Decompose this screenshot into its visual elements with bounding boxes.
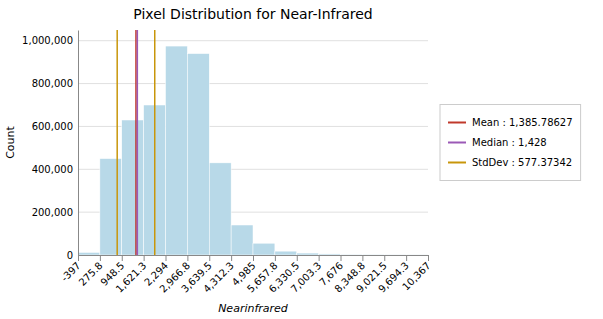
x-axis-title: Nearinfrared xyxy=(218,302,289,315)
x-tick-label: 10,367 xyxy=(400,260,433,293)
y-tick-label: 800,000 xyxy=(32,78,73,89)
y-tick: 400,000 xyxy=(32,164,78,175)
histogram-bar xyxy=(275,251,297,255)
x-axis: -397275.8948.51,621.32,2942,966.83,639.5… xyxy=(59,255,433,295)
x-tick-mark xyxy=(253,255,254,261)
legend-frame xyxy=(440,105,581,181)
grid-line xyxy=(78,40,428,41)
x-tick: 10,367 xyxy=(400,255,433,292)
histogram-bar xyxy=(406,254,428,255)
histogram-bar xyxy=(297,253,319,255)
histogram-bar xyxy=(209,163,231,255)
y-tick-label: 400,000 xyxy=(32,164,73,175)
x-tick-mark xyxy=(297,255,298,261)
y-tick: 600,000 xyxy=(32,121,78,132)
plot-area: -397275.8948.51,621.32,2942,966.83,639.5… xyxy=(4,30,433,315)
reference-line xyxy=(154,30,156,255)
histogram-bar xyxy=(122,120,144,255)
histogram-bar xyxy=(231,225,253,255)
x-tick-mark xyxy=(341,255,342,261)
histogram-bar xyxy=(100,159,122,255)
y-axis: 0 200,000 400,000 600,000 800,000 1,000,000 xyxy=(22,31,78,261)
legend-label: Median : 1,428 xyxy=(472,137,547,148)
x-tick-mark xyxy=(428,255,429,261)
x-tick-mark xyxy=(100,255,101,261)
y-tick-label: 0 xyxy=(67,250,73,261)
x-tick: 4,312.3 xyxy=(201,255,236,295)
grid xyxy=(78,41,428,255)
x-tick: 1,621.3 xyxy=(114,255,149,295)
y-tick: 0 xyxy=(67,250,78,261)
legend-label: Mean : 1,385.78627 xyxy=(472,117,573,128)
chart: -397275.8948.51,621.32,2942,966.83,639.5… xyxy=(0,0,603,319)
histogram-bar xyxy=(166,46,188,255)
marks xyxy=(78,30,428,255)
x-tick-mark xyxy=(384,255,385,261)
x-tick-label: 7,003.3 xyxy=(289,260,324,295)
y-tick: 800,000 xyxy=(32,78,78,89)
x-tick-mark xyxy=(275,255,276,261)
y-tick: 1,000,000 xyxy=(22,35,78,46)
histogram-bar xyxy=(384,254,406,255)
x-tick-mark xyxy=(362,255,363,261)
histogram-bar xyxy=(341,254,363,255)
legend-swatch xyxy=(448,142,466,144)
x-tick-mark xyxy=(209,255,210,261)
y-axis-title: Count xyxy=(4,125,17,158)
reference-line xyxy=(135,30,137,255)
x-tick-mark xyxy=(187,255,188,261)
histogram-bar xyxy=(187,54,209,255)
x-tick-label: 275.8 xyxy=(77,260,105,288)
histogram-bar xyxy=(362,254,384,255)
reference-line xyxy=(116,30,118,255)
x-tick-mark xyxy=(122,255,123,261)
legend-label: StdDev : 577.37342 xyxy=(472,157,572,168)
histogram-bar xyxy=(78,252,100,255)
y-tick: 200,000 xyxy=(32,207,78,218)
x-tick-mark xyxy=(406,255,407,261)
x-tick-mark xyxy=(166,255,167,261)
reference-line xyxy=(137,30,139,255)
axis-line xyxy=(78,31,79,256)
x-tick-mark xyxy=(231,255,232,261)
histogram-bar xyxy=(253,243,275,255)
y-tick-label: 200,000 xyxy=(32,207,73,218)
histogram-bar xyxy=(319,254,341,255)
title: Pixel Distribution for Near-Infrared xyxy=(133,6,372,22)
y-tick-label: 600,000 xyxy=(32,121,73,132)
x-tick-mark xyxy=(144,255,145,261)
legend: Mean : 1,385.78627 Median : 1,428 StdDev :… xyxy=(440,105,581,181)
x-tick: 7,003.3 xyxy=(289,255,324,295)
x-tick-mark xyxy=(319,255,320,261)
x-tick-mark xyxy=(78,255,79,261)
legend-swatch xyxy=(448,122,466,124)
x-tick-label: 4,312.3 xyxy=(201,260,236,295)
grid-line xyxy=(78,83,428,84)
legend-swatch xyxy=(448,162,466,164)
y-tick-label: 1,000,000 xyxy=(22,35,73,46)
x-tick-label: 1,621.3 xyxy=(114,260,149,295)
